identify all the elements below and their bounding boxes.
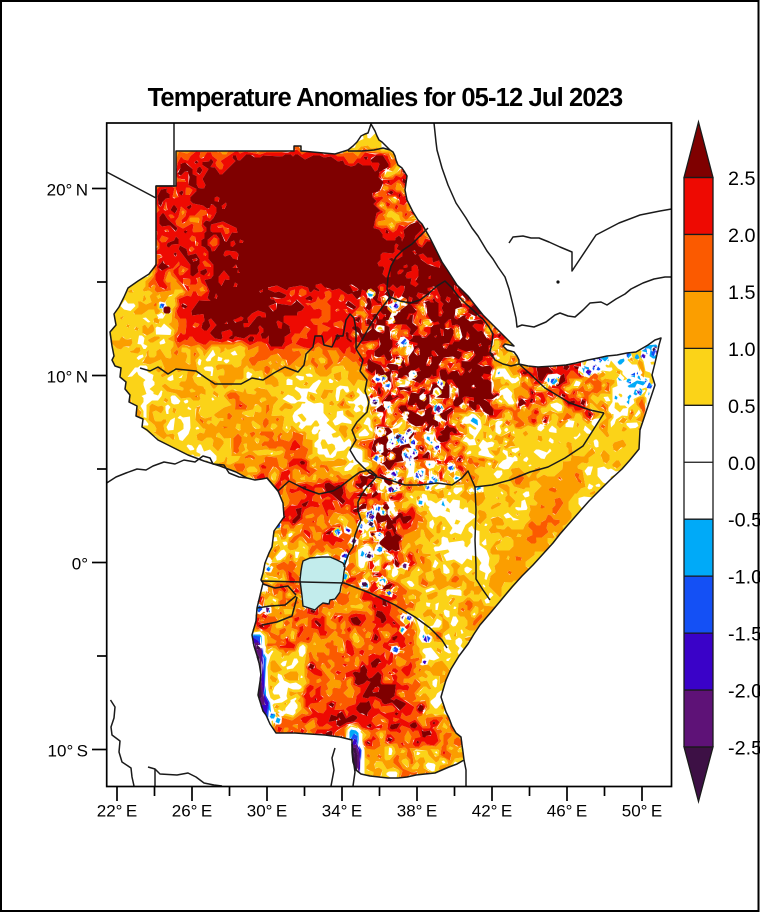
svg-text:10° N: 10° N [47, 368, 88, 387]
svg-text:10° S: 10° S [48, 742, 88, 761]
svg-text:22° E: 22° E [97, 802, 137, 821]
svg-text:-2.0: -2.0 [728, 681, 760, 703]
svg-text:-0.5: -0.5 [728, 510, 760, 532]
svg-text:2.5: 2.5 [728, 168, 756, 190]
svg-text:38° E: 38° E [397, 802, 437, 821]
svg-text:Temperature Anomalies for 05-1: Temperature Anomalies for 05-12 Jul 2023 [148, 84, 623, 112]
svg-text:50° E: 50° E [622, 802, 662, 821]
svg-text:46° E: 46° E [547, 802, 587, 821]
svg-text:-1.5: -1.5 [728, 624, 760, 646]
svg-text:30° E: 30° E [247, 802, 287, 821]
svg-text:-2.5: -2.5 [728, 738, 760, 760]
svg-text:0.0: 0.0 [728, 453, 756, 475]
svg-text:1.5: 1.5 [728, 282, 756, 304]
svg-text:26° E: 26° E [172, 802, 212, 821]
svg-text:0°: 0° [72, 555, 88, 574]
svg-text:-1.0: -1.0 [728, 567, 760, 589]
svg-text:34° E: 34° E [322, 802, 362, 821]
svg-text:1.0: 1.0 [728, 339, 756, 361]
svg-text:0.5: 0.5 [728, 396, 756, 418]
svg-text:42° E: 42° E [472, 802, 512, 821]
svg-text:2.0: 2.0 [728, 225, 756, 247]
svg-text:20° N: 20° N [47, 181, 88, 200]
